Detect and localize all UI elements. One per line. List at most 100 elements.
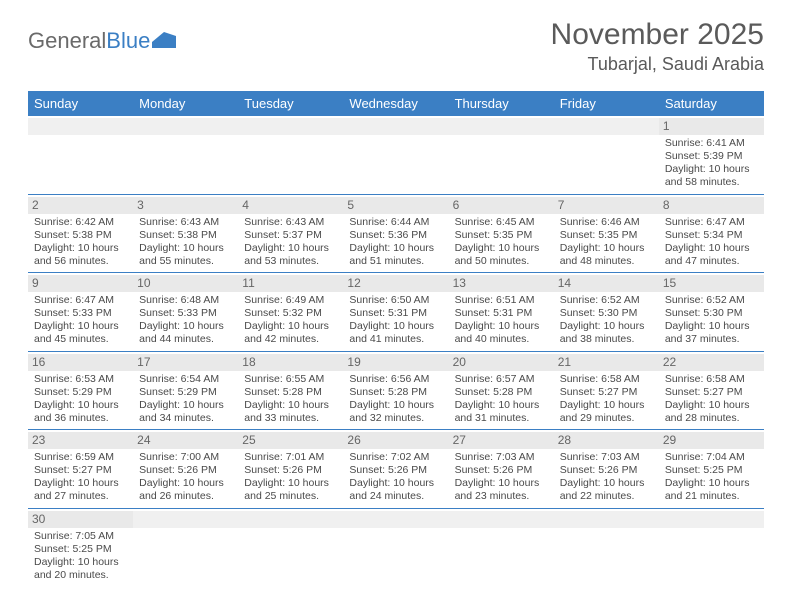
sunset-line: Sunset: 5:33 PM [139,307,232,320]
day-number: 27 [449,432,554,449]
calendar-cell: 18Sunrise: 6:55 AMSunset: 5:28 PMDayligh… [238,352,343,430]
sunrise-line: Sunrise: 6:52 AM [665,294,758,307]
day-info: Sunrise: 6:56 AMSunset: 5:28 PMDaylight:… [347,373,444,426]
sunrise-line: Sunrise: 6:58 AM [560,373,653,386]
day-number: 17 [133,354,238,371]
sunset-line: Sunset: 5:25 PM [665,464,758,477]
calendar-table: SundayMondayTuesdayWednesdayThursdayFrid… [28,91,764,586]
calendar-cell: 17 Sunrise: 6:54 AMSunset: 5:29 PMDayligh… [133,352,238,430]
day-info: Sunrise: 6:52 AMSunset: 5:30 PMDaylight:… [663,294,760,347]
day-info: Sunrise: 6:42 AMSunset: 5:38 PMDaylight:… [32,216,129,269]
day-info: Sunrise: 6:48 AMSunset: 5:33 PMDaylight:… [137,294,234,347]
daylight-line: Daylight: 10 hours and 40 minutes. [455,320,548,346]
flag-icon [152,32,176,48]
sunset-line: Sunset: 5:35 PM [455,229,548,242]
daylight-line: Daylight: 10 hours and 44 minutes. [139,320,232,346]
day-info: Sunrise: 6:44 AMSunset: 5:36 PMDaylight:… [347,216,444,269]
sunset-line: Sunset: 5:31 PM [349,307,442,320]
day-number: 4 [238,197,343,214]
sunset-line: Sunset: 5:30 PM [560,307,653,320]
calendar-cell: 26Sunrise: 7:02 AMSunset: 5:26 PMDayligh… [343,430,448,508]
sunrise-line: Sunrise: 6:51 AM [455,294,548,307]
day-number: 16 [28,354,133,371]
calendar-week: 2Sunrise: 6:42 AMSunset: 5:38 PMDaylight… [28,195,764,274]
day-number [133,118,238,135]
calendar-cell [449,116,554,194]
daylight-line: Daylight: 10 hours and 27 minutes. [34,477,127,503]
sunset-line: Sunset: 5:26 PM [455,464,548,477]
title-block: November 2025 Tubarjal, Saudi Arabia [551,18,764,75]
sunset-line: Sunset: 5:29 PM [139,386,232,399]
calendar-cell: 12Sunrise: 6:50 AMSunset: 5:31 PMDayligh… [343,273,448,351]
day-number [28,118,133,135]
sunrise-line: Sunrise: 6:47 AM [34,294,127,307]
sunrise-line: Sunrise: 7:03 AM [455,451,548,464]
calendar-cell: 1Sunrise: 6:41 AMSunset: 5:39 PMDaylight… [659,116,764,194]
sunset-line: Sunset: 5:32 PM [244,307,337,320]
day-number: 20 [449,354,554,371]
calendar-cell: 7Sunrise: 6:46 AMSunset: 5:35 PMDaylight… [554,195,659,273]
calendar-cell: 21 Sunrise: 6:58 AMSunset: 5:27 PMDayligh… [554,352,659,430]
day-header: Sunday [28,91,133,116]
sunset-line: Sunset: 5:28 PM [455,386,548,399]
sunset-line: Sunset: 5:38 PM [34,229,127,242]
sunrise-line: Sunrise: 7:00 AM [139,451,232,464]
day-header: Monday [133,91,238,116]
day-number: 11 [238,275,343,292]
sunrise-line: Sunrise: 7:03 AM [560,451,653,464]
day-info: Sunrise: 6:58 AMSunset: 5:27 PMDaylight:… [663,373,760,426]
day-header: Wednesday [343,91,448,116]
calendar-cell [133,509,238,587]
day-number: 22 [659,354,764,371]
day-header: Thursday [449,91,554,116]
sunrise-line: Sunrise: 7:05 AM [34,530,127,543]
sunset-line: Sunset: 5:26 PM [349,464,442,477]
calendar-cell: 29Sunrise: 7:04 AMSunset: 5:25 PMDayligh… [659,430,764,508]
day-number: 19 [343,354,448,371]
day-number: 25 [238,432,343,449]
day-number [133,511,238,528]
sunrise-line: Sunrise: 6:55 AM [244,373,337,386]
sunset-line: Sunset: 5:27 PM [560,386,653,399]
day-number: 6 [449,197,554,214]
sunset-line: Sunset: 5:25 PM [34,543,127,556]
day-header: Friday [554,91,659,116]
calendar-cell [28,116,133,194]
sunset-line: Sunset: 5:39 PM [665,150,758,163]
day-number: 1 [659,118,764,135]
calendar-cell: 13Sunrise: 6:51 AMSunset: 5:31 PMDayligh… [449,273,554,351]
day-info: Sunrise: 6:54 AMSunset: 5:29 PMDaylight:… [137,373,234,426]
sunrise-line: Sunrise: 7:04 AM [665,451,758,464]
calendar-week: 30Sunrise: 7:05 AMSunset: 5:25 PMDayligh… [28,509,764,587]
daylight-line: Daylight: 10 hours and 41 minutes. [349,320,442,346]
day-info: Sunrise: 6:47 AMSunset: 5:34 PMDaylight:… [663,216,760,269]
sunrise-line: Sunrise: 6:45 AM [455,216,548,229]
sunrise-line: Sunrise: 6:52 AM [560,294,653,307]
day-number: 12 [343,275,448,292]
calendar-cell [133,116,238,194]
sunrise-line: Sunrise: 6:43 AM [244,216,337,229]
day-number [343,511,448,528]
day-number: 10 [133,275,238,292]
day-number: 13 [449,275,554,292]
day-info: Sunrise: 6:47 AMSunset: 5:33 PMDaylight:… [32,294,129,347]
daylight-line: Daylight: 10 hours and 23 minutes. [455,477,548,503]
day-number [554,511,659,528]
sunset-line: Sunset: 5:38 PM [139,229,232,242]
day-info: Sunrise: 6:45 AMSunset: 5:35 PMDaylight:… [453,216,550,269]
day-number: 28 [554,432,659,449]
day-number: 30 [28,511,133,528]
day-info: Sunrise: 6:43 AMSunset: 5:37 PMDaylight:… [242,216,339,269]
day-number: 14 [554,275,659,292]
sunrise-line: Sunrise: 6:56 AM [349,373,442,386]
calendar-cell: 28Sunrise: 7:03 AMSunset: 5:26 PMDayligh… [554,430,659,508]
sunset-line: Sunset: 5:33 PM [34,307,127,320]
daylight-line: Daylight: 10 hours and 29 minutes. [560,399,653,425]
page-header: GeneralBlue November 2025 Tubarjal, Saud… [0,0,792,83]
sunset-line: Sunset: 5:26 PM [139,464,232,477]
day-number [449,118,554,135]
sunset-line: Sunset: 5:26 PM [244,464,337,477]
calendar-cell: 8Sunrise: 6:47 AMSunset: 5:34 PMDaylight… [659,195,764,273]
day-number: 18 [238,354,343,371]
day-number: 21 [554,354,659,371]
